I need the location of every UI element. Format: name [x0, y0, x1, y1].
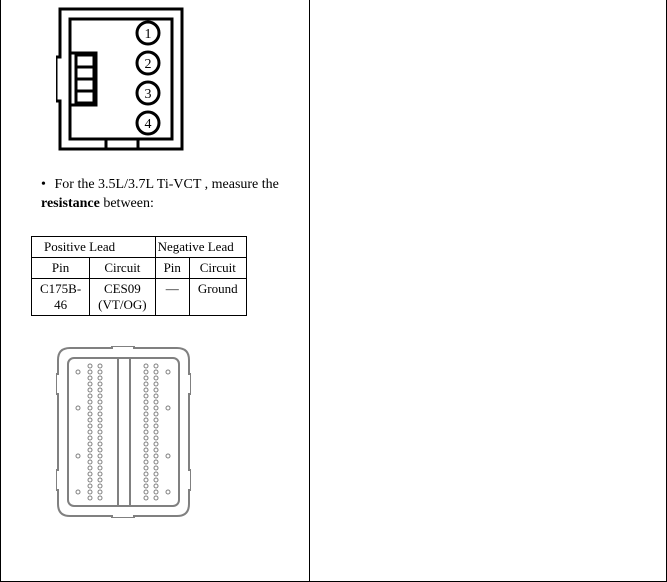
connector-large-svg [56, 346, 191, 518]
table-row: Positive Lead Negative Lead [32, 236, 247, 257]
connector-large-diagram [56, 346, 309, 523]
bullet-icon: • [41, 176, 51, 195]
cell-line: 46 [54, 297, 67, 312]
circuit-header: Circuit [189, 257, 246, 278]
pin-header: Pin [155, 257, 189, 278]
instruction-text: • For the 3.5L/3.7L Ti-VCT , measure the… [41, 176, 301, 214]
table-row: Pin Circuit Pin Circuit [32, 257, 247, 278]
connector-4pin-diagram: 1 2 3 4 [56, 5, 309, 158]
positive-lead-header: Positive Lead [32, 236, 156, 257]
pin-2-label: 2 [145, 57, 152, 72]
pos-circuit-cell: CES09 (VT/OG) [90, 278, 155, 315]
instruction-post: between: [100, 196, 154, 211]
instruction-pre: For the 3.5L/3.7L Ti-VCT , measure the [55, 177, 279, 192]
cell-line: CES09 [104, 281, 141, 296]
lead-table: Positive Lead Negative Lead Pin Circuit … [31, 236, 247, 316]
pin-header: Pin [32, 257, 90, 278]
connector-4pin-svg: 1 2 3 4 [56, 5, 186, 153]
table-row: C175B- 46 CES09 (VT/OG) — Ground [32, 278, 247, 315]
pos-pin-cell: C175B- 46 [32, 278, 90, 315]
left-column: 1 2 3 4 • For the 3.5L/3.7L Ti-VCT , mea… [1, 5, 309, 523]
neg-circuit-cell: Ground [189, 278, 246, 315]
cell-line: C175B- [40, 281, 81, 296]
cell-line: (VT/OG) [98, 297, 146, 312]
negative-lead-header: Negative Lead [155, 236, 246, 257]
pin-3-label: 3 [145, 87, 152, 102]
neg-pin-cell: — [155, 278, 189, 315]
column-divider [309, 0, 310, 581]
pin-1-label: 1 [145, 27, 152, 42]
pin-4-label: 4 [145, 117, 152, 132]
document-page: 1 2 3 4 • For the 3.5L/3.7L Ti-VCT , mea… [0, 0, 667, 582]
circuit-header: Circuit [90, 257, 155, 278]
instruction-bold: resistance [41, 196, 100, 211]
